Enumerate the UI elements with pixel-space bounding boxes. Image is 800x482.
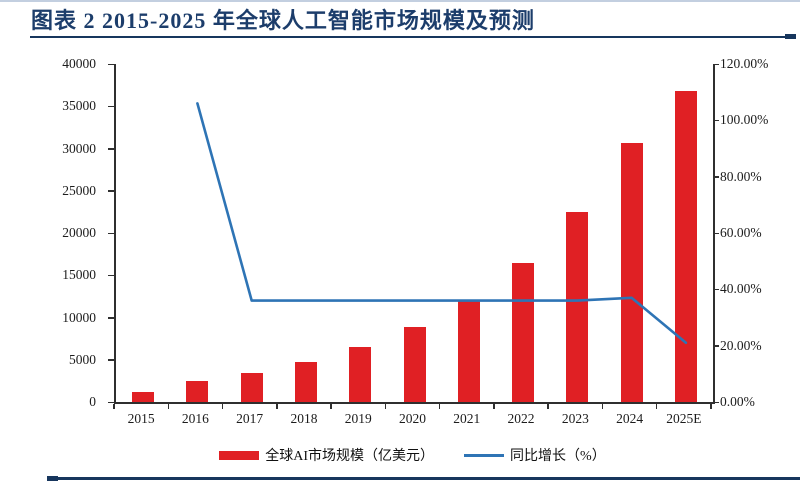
title-underline-end-cap — [785, 34, 796, 39]
x-axis-label: 2021 — [453, 411, 481, 426]
y-axis-left-tick — [108, 232, 114, 234]
y-axis-right-label: 60.00% — [720, 225, 762, 240]
y-axis-right-label: 120.00% — [720, 56, 769, 71]
y-axis-right-tick — [713, 288, 719, 291]
y-axis-right-tick — [713, 119, 719, 122]
y-axis-left-label: 30000 — [62, 140, 96, 156]
y-axis-left-tick — [108, 317, 114, 319]
y-axis-right-tick — [713, 63, 719, 65]
y-axis-left-tick — [108, 359, 114, 361]
bar-2021 — [457, 300, 480, 402]
legend-label: 全球AI市场规模（亿美元） — [265, 449, 435, 464]
x-axis-tick — [113, 404, 115, 409]
bar-2017 — [240, 373, 263, 402]
x-axis-label: 2017 — [236, 411, 264, 426]
x-axis-tick — [547, 404, 549, 409]
top-divider — [0, 0, 800, 2]
bar-2025E — [674, 91, 697, 402]
legend-label: 同比增长（%） — [510, 449, 606, 464]
y-axis-left-label: 20000 — [62, 225, 96, 240]
y-axis-right-tick — [713, 401, 719, 403]
x-axis-label: 2025E — [666, 411, 702, 426]
y-axis-left-label: 40000 — [62, 56, 96, 71]
figure-title: 图表 2 2015-2025 年全球人工智能市场规模及预测 — [31, 8, 535, 33]
x-axis-label: 2018 — [290, 411, 318, 426]
x-axis-tick — [167, 404, 170, 409]
chart-legend: 全球AI市场规模（亿美元） 同比增长（%） — [114, 444, 711, 466]
x-axis-label: 2022 — [507, 411, 535, 426]
x-axis-tick — [221, 404, 224, 409]
bar-2015 — [132, 391, 155, 402]
y-axis-left-label: 0 — [89, 394, 96, 409]
x-axis-label: 2020 — [399, 411, 426, 426]
y-axis-right-tick — [713, 345, 719, 347]
legend-item-line: 同比增长（%） — [464, 445, 606, 465]
bar-2023 — [566, 211, 589, 402]
y-axis-left-label: 15000 — [62, 267, 96, 283]
legend-item-bar: 全球AI市场规模（亿美元） — [219, 445, 434, 465]
y-axis-left-tick — [108, 190, 114, 192]
x-axis-tick — [438, 404, 441, 409]
x-axis-label: 2023 — [561, 411, 589, 426]
x-axis-tick — [330, 404, 332, 409]
y-axis-right-label: 20.00% — [720, 337, 762, 353]
y-axis-left-label: 25000 — [62, 182, 96, 198]
legend-line-swatch — [464, 453, 505, 457]
bottom-divider — [47, 477, 800, 480]
x-axis-label: 2024 — [616, 411, 644, 426]
y-axis-right-tick — [713, 176, 719, 178]
x-axis-tick — [601, 404, 604, 409]
y-axis-right-label: 100.00% — [720, 112, 769, 128]
y-axis-left-tick — [108, 274, 114, 277]
y-axis-right-label: 80.00% — [720, 168, 762, 184]
growth-line — [196, 102, 688, 345]
y-axis-left-label: 35000 — [62, 98, 96, 114]
y-axis-right-label: 0.00% — [720, 394, 755, 409]
x-axis-tick — [276, 404, 278, 409]
x-axis-label: 2019 — [344, 411, 372, 426]
title-underline — [30, 36, 796, 38]
y-axis-left-tick — [108, 401, 114, 403]
y-axis-left-label: 10000 — [62, 309, 96, 325]
bar-2018 — [294, 362, 317, 402]
y-axis-right-tick — [713, 232, 719, 234]
bar-2022 — [512, 262, 535, 402]
x-axis-tick — [710, 404, 712, 409]
y-axis-right-label: 40.00% — [720, 281, 762, 297]
x-axis-label: 2015 — [127, 411, 155, 426]
y-axis-left-label: 5000 — [69, 351, 96, 367]
y-axis-left-tick — [108, 148, 114, 150]
x-axis-tick — [384, 404, 387, 409]
x-axis-tick — [655, 404, 658, 409]
bar-2016 — [186, 380, 209, 402]
bar-2024 — [620, 143, 643, 402]
y-axis-left-tick — [108, 63, 114, 65]
bar-2019 — [349, 347, 372, 402]
x-axis-label: 2016 — [181, 411, 209, 426]
legend-bar-swatch — [219, 450, 260, 460]
plot-area — [114, 64, 715, 404]
x-axis-tick — [493, 404, 495, 409]
bottom-divider-start-cap — [47, 476, 58, 481]
y-axis-left-tick — [108, 105, 114, 108]
bar-2020 — [403, 326, 426, 402]
